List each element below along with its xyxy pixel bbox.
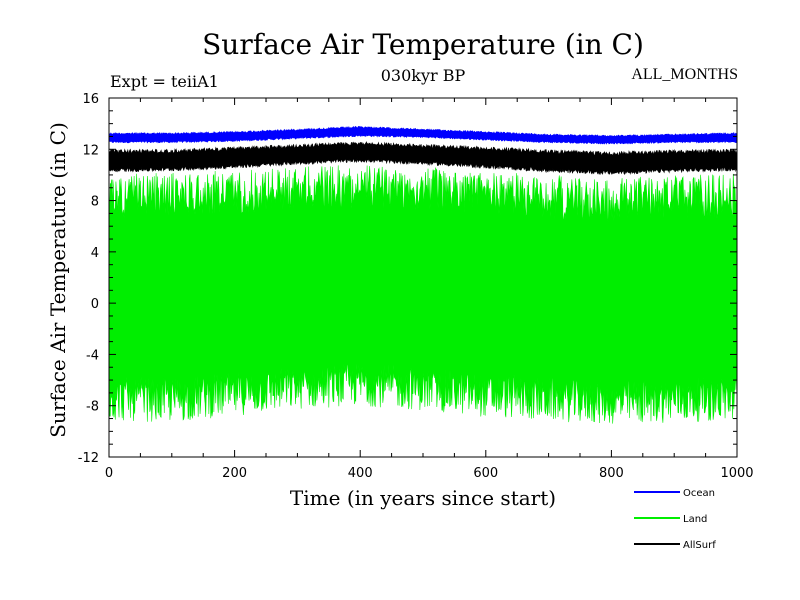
series-layer <box>108 125 738 424</box>
y-tick-label: -8 <box>86 400 99 415</box>
y-tick-label: 12 <box>82 143 99 158</box>
legend-label-allsurf: AllSurf <box>683 540 716 551</box>
x-tick-label: 400 <box>348 466 373 481</box>
experiment-label: Expt = teiiA1 <box>110 72 219 91</box>
y-tick-label: -12 <box>78 451 99 466</box>
y-tick-label: 0 <box>91 297 99 312</box>
y-tick-label: 8 <box>91 195 99 210</box>
legend-label-ocean: Ocean <box>683 488 715 499</box>
months-label: ALL_MONTHS <box>631 66 738 83</box>
y-tick-label: 16 <box>82 92 99 107</box>
legend: Ocean Land AllSurf <box>634 488 716 551</box>
series-land-band <box>108 165 738 424</box>
ticks-layer: 0 200 400 600 800 1000 -12 -8 -4 0 4 8 12 16 <box>78 92 754 481</box>
series-ocean-band <box>108 125 738 145</box>
x-tick-label: 800 <box>599 466 624 481</box>
x-tick-label: 600 <box>473 466 498 481</box>
legend-label-land: Land <box>683 514 707 525</box>
y-tick-label: -4 <box>86 348 99 363</box>
series-allsurf-band <box>108 141 738 176</box>
x-tick-label: 0 <box>105 466 113 481</box>
x-tick-label: 1000 <box>720 466 753 481</box>
x-axis-label: Time (in years since start) <box>289 486 557 510</box>
x-tick-label: 200 <box>222 466 247 481</box>
y-tick-label: 4 <box>91 246 99 261</box>
chart-title: Surface Air Temperature (in C) <box>202 28 644 61</box>
chart-subtitle: 030kyr BP <box>380 66 466 85</box>
